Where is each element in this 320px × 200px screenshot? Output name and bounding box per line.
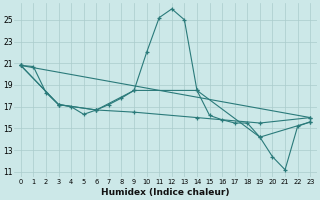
X-axis label: Humidex (Indice chaleur): Humidex (Indice chaleur) xyxy=(101,188,230,197)
